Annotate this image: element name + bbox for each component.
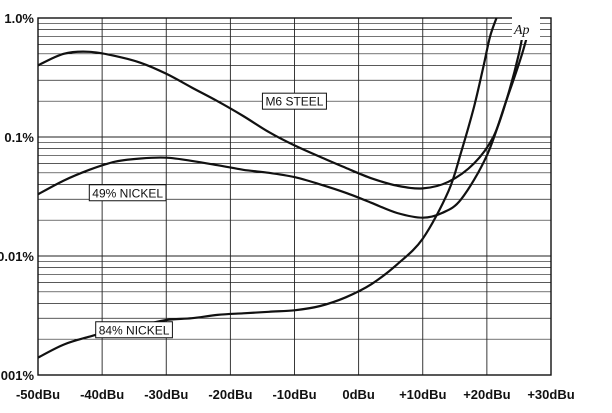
x-tick-label: +20dBu <box>463 387 510 402</box>
x-tick-label: 0dBu <box>342 387 375 402</box>
plot-border <box>37 17 552 376</box>
series-label: 84% NICKEL <box>95 321 173 339</box>
x-tick-label: -10dBu <box>272 387 316 402</box>
x-tick-label: -20dBu <box>208 387 252 402</box>
x-axis-ticks: -50dBu -40dBu -30dBu -20dBu -10dBu 0dBu +10dBu… <box>16 387 575 402</box>
series-label-box <box>95 321 173 339</box>
y-axis-ticks: 1.0% 0.1% 0.01% 0.001% <box>0 11 34 383</box>
series-label-text: 84% NICKEL <box>99 323 170 337</box>
x-tick-label: -30dBu <box>144 387 188 402</box>
plot-frame <box>37 17 552 376</box>
x-tick-label: -50dBu <box>16 387 60 402</box>
series-label-text: 49% NICKEL <box>92 186 163 200</box>
series-label-text: M6 STEEL <box>265 95 323 109</box>
ap-logo: Ap <box>512 16 540 40</box>
x-tick-label: +10dBu <box>399 387 446 402</box>
y-tick-label: 0.01% <box>0 249 34 264</box>
series-line-m6-steel <box>38 18 527 190</box>
series-label: M6 STEEL <box>261 92 327 110</box>
logo-box <box>512 16 540 40</box>
logo-text: Ap <box>513 23 530 38</box>
y-tick-label: 0.1% <box>4 130 34 145</box>
annotations: M6 STEEL 49% NICKEL 84% NICKEL <box>88 92 327 339</box>
series-label-box <box>88 184 167 202</box>
series-line-49-nickel <box>38 18 533 219</box>
series-label-box <box>261 92 327 110</box>
series-label: 49% NICKEL <box>88 184 167 202</box>
y-tick-label: 1.0% <box>4 11 34 26</box>
y-tick-label: 0.001% <box>0 368 34 383</box>
x-tick-label: -40dBu <box>80 387 124 402</box>
x-tick-label: +30dBu <box>527 387 574 402</box>
